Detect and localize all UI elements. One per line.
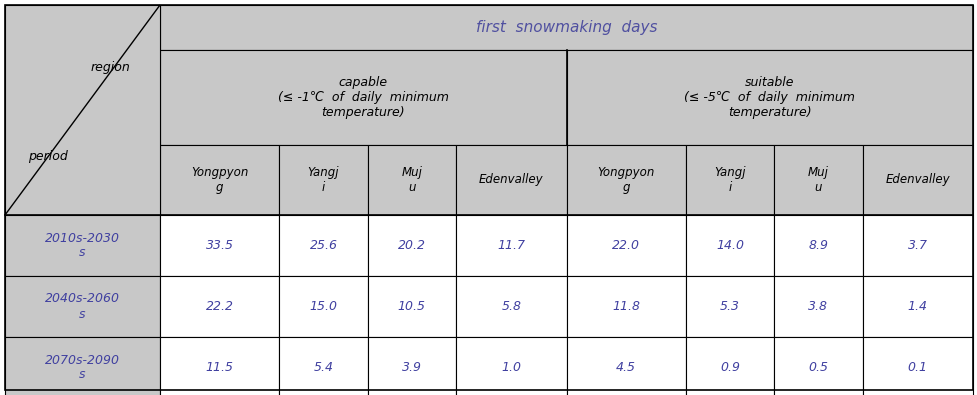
Bar bbox=[279, 215, 367, 276]
Bar bbox=[566, 337, 685, 395]
Bar bbox=[367, 145, 455, 215]
Text: period: period bbox=[28, 150, 68, 163]
Bar bbox=[367, 337, 455, 395]
Text: Edenvalley: Edenvalley bbox=[884, 173, 949, 186]
Text: 11.8: 11.8 bbox=[612, 300, 640, 313]
Text: 22.0: 22.0 bbox=[612, 239, 640, 252]
Text: Edenvalley: Edenvalley bbox=[479, 173, 543, 186]
Bar bbox=[774, 276, 862, 337]
Bar bbox=[862, 337, 972, 395]
Text: Yangj
i: Yangj i bbox=[713, 166, 745, 194]
Text: Muj
u: Muj u bbox=[807, 166, 828, 194]
Text: 20.2: 20.2 bbox=[398, 239, 425, 252]
Bar bbox=[862, 215, 972, 276]
Text: 22.2: 22.2 bbox=[205, 300, 234, 313]
Bar bbox=[566, 50, 972, 145]
Text: 2010s-2030
s: 2010s-2030 s bbox=[45, 231, 120, 260]
Bar bbox=[160, 337, 279, 395]
Bar bbox=[774, 215, 862, 276]
Text: 8.9: 8.9 bbox=[808, 239, 828, 252]
Text: 3.8: 3.8 bbox=[808, 300, 828, 313]
Text: 5.4: 5.4 bbox=[314, 361, 333, 374]
Bar bbox=[279, 276, 367, 337]
Bar bbox=[160, 50, 566, 145]
Text: 3.9: 3.9 bbox=[402, 361, 421, 374]
Bar bbox=[160, 276, 279, 337]
Text: 1.4: 1.4 bbox=[907, 300, 927, 313]
Bar bbox=[279, 145, 367, 215]
Bar bbox=[685, 145, 774, 215]
Text: suitable
(≤ -5℃  of  daily  minimum
temperature): suitable (≤ -5℃ of daily minimum tempera… bbox=[684, 76, 854, 119]
Bar bbox=[566, 276, 685, 337]
Bar bbox=[5, 5, 160, 215]
Bar bbox=[5, 215, 160, 276]
Text: Muj
u: Muj u bbox=[401, 166, 422, 194]
Text: capable
(≤ -1℃  of  daily  minimum
temperature): capable (≤ -1℃ of daily minimum temperat… bbox=[277, 76, 448, 119]
Bar bbox=[685, 337, 774, 395]
Text: 3.7: 3.7 bbox=[907, 239, 927, 252]
Bar bbox=[455, 145, 566, 215]
Text: 10.5: 10.5 bbox=[398, 300, 425, 313]
Bar bbox=[685, 215, 774, 276]
Bar bbox=[685, 276, 774, 337]
Bar bbox=[566, 215, 685, 276]
Text: 4.5: 4.5 bbox=[616, 361, 635, 374]
Text: 33.5: 33.5 bbox=[205, 239, 234, 252]
Bar bbox=[455, 276, 566, 337]
Bar bbox=[774, 145, 862, 215]
Text: 14.0: 14.0 bbox=[715, 239, 743, 252]
Text: Yangj
i: Yangj i bbox=[308, 166, 339, 194]
Bar bbox=[862, 145, 972, 215]
Bar bbox=[160, 145, 279, 215]
Text: Yongpyon
g: Yongpyon g bbox=[597, 166, 655, 194]
Bar bbox=[367, 276, 455, 337]
Bar bbox=[5, 276, 160, 337]
Bar bbox=[367, 215, 455, 276]
Text: 2040s-2060
s: 2040s-2060 s bbox=[45, 293, 120, 320]
Text: 11.7: 11.7 bbox=[496, 239, 525, 252]
Bar bbox=[5, 337, 160, 395]
Bar bbox=[160, 5, 972, 50]
Text: Yongpyon
g: Yongpyon g bbox=[191, 166, 248, 194]
Text: 0.1: 0.1 bbox=[907, 361, 927, 374]
Text: 0.9: 0.9 bbox=[719, 361, 740, 374]
Bar bbox=[160, 215, 279, 276]
Text: 2070s-2090
s: 2070s-2090 s bbox=[45, 354, 120, 382]
Text: 25.6: 25.6 bbox=[309, 239, 337, 252]
Text: 15.0: 15.0 bbox=[309, 300, 337, 313]
Bar bbox=[455, 215, 566, 276]
Bar bbox=[774, 337, 862, 395]
Bar bbox=[279, 337, 367, 395]
Text: region: region bbox=[91, 62, 130, 75]
Bar bbox=[455, 337, 566, 395]
Text: 11.5: 11.5 bbox=[205, 361, 234, 374]
Text: 5.3: 5.3 bbox=[719, 300, 740, 313]
Bar bbox=[862, 276, 972, 337]
Text: 1.0: 1.0 bbox=[501, 361, 521, 374]
Bar bbox=[566, 145, 685, 215]
Text: 0.5: 0.5 bbox=[808, 361, 828, 374]
Text: first  snowmaking  days: first snowmaking days bbox=[475, 20, 657, 35]
Text: 5.8: 5.8 bbox=[501, 300, 521, 313]
